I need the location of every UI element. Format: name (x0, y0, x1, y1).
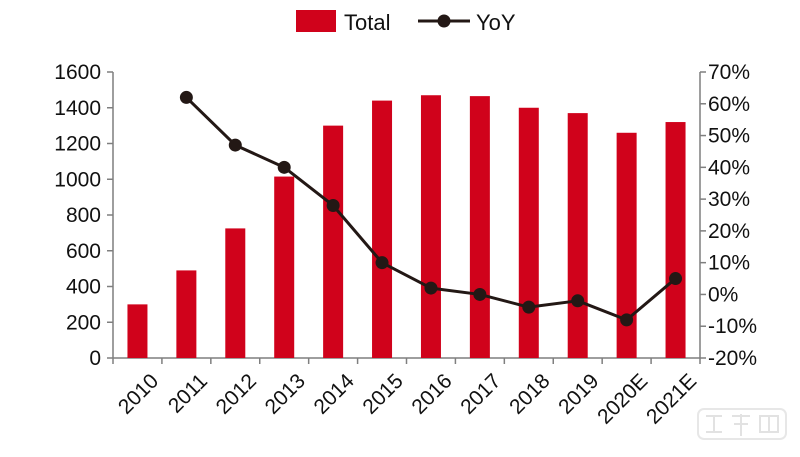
x-tick-label: 2020E (593, 369, 652, 428)
x-tick-label: 2016 (407, 369, 456, 418)
y-left-tick-label: 800 (66, 204, 101, 227)
legend-label-total: Total (344, 10, 390, 35)
x-tick-label: 2015 (358, 369, 407, 418)
bar-total (420, 95, 441, 359)
y-left-tick-label: 0 (89, 347, 101, 370)
y-left-tick-label: 1200 (54, 133, 101, 156)
y-left-tick-label: 200 (66, 311, 101, 334)
y-right-tick-label: 70% (708, 61, 750, 84)
bar-total (372, 100, 393, 358)
yoy-point (228, 138, 242, 152)
y-left-tick-label: 1600 (54, 61, 101, 84)
x-tick-label: 2011 (164, 369, 212, 417)
legend-label-yoy: YoY (476, 10, 516, 35)
yoy-point (424, 281, 438, 295)
x-tick-label: 2012 (212, 369, 261, 418)
y-right-tick-label: 30% (708, 188, 750, 211)
bar-total (567, 113, 588, 358)
legend-swatch-yoy-marker (437, 14, 451, 28)
x-tick-label: 2021E (642, 369, 701, 428)
x-tick-label: 2017 (456, 369, 505, 418)
x-axis-labels: 2010 2011 2012 2013 2014 2015 2016 2017 2018 2019… (114, 369, 701, 428)
yoy-point (669, 272, 683, 286)
y-left-tick-label: 1400 (54, 97, 101, 120)
bar-total (127, 304, 148, 358)
bar-total (176, 270, 197, 358)
legend: Total YoY (296, 10, 516, 35)
x-tick-label: 2010 (114, 369, 163, 418)
yoy-point (326, 198, 340, 212)
yoy-point (179, 90, 193, 104)
y-left-tick-label: 1000 (54, 168, 101, 191)
y-right-tick-label: -20% (708, 347, 757, 370)
bar-total (616, 132, 637, 358)
y-right-tick-label: 40% (708, 156, 750, 179)
watermark (697, 408, 787, 440)
yoy-point (620, 313, 634, 327)
bar-total (665, 122, 686, 358)
y-right-tick-label: 10% (708, 252, 750, 275)
bar-total (469, 96, 490, 358)
y-right-tick-label: 60% (708, 93, 750, 116)
bar-total (274, 176, 295, 358)
x-tick-label: 2014 (310, 369, 360, 419)
x-tick-label: 2013 (261, 369, 310, 418)
legend-swatch-total (296, 10, 336, 32)
bar-total (518, 107, 539, 358)
yoy-point (277, 160, 291, 174)
axes: 0 200 400 600 800 1000 1200 1400 1600 -20% -10% 0% 1… (54, 61, 757, 370)
y-left-tick-label: 600 (66, 240, 101, 263)
watermark-logo-box (697, 408, 787, 440)
watermark-logo-glyphs (706, 414, 779, 436)
y-right-tick-label: 20% (708, 220, 750, 243)
yoy-point (522, 300, 536, 314)
y-right-tick-label: 0% (708, 283, 738, 306)
yoy-line (179, 90, 683, 327)
y-left-tick-label: 400 (66, 276, 101, 299)
bar-total (323, 125, 344, 358)
yoy-point (473, 287, 487, 301)
bars (127, 95, 686, 359)
yoy-point (375, 256, 389, 270)
bar-total (225, 228, 246, 358)
yoy-point (571, 294, 585, 308)
y-right-tick-label: 50% (708, 125, 750, 148)
x-tick-label: 2018 (505, 369, 554, 418)
y-right-tick-label: -10% (708, 315, 757, 338)
